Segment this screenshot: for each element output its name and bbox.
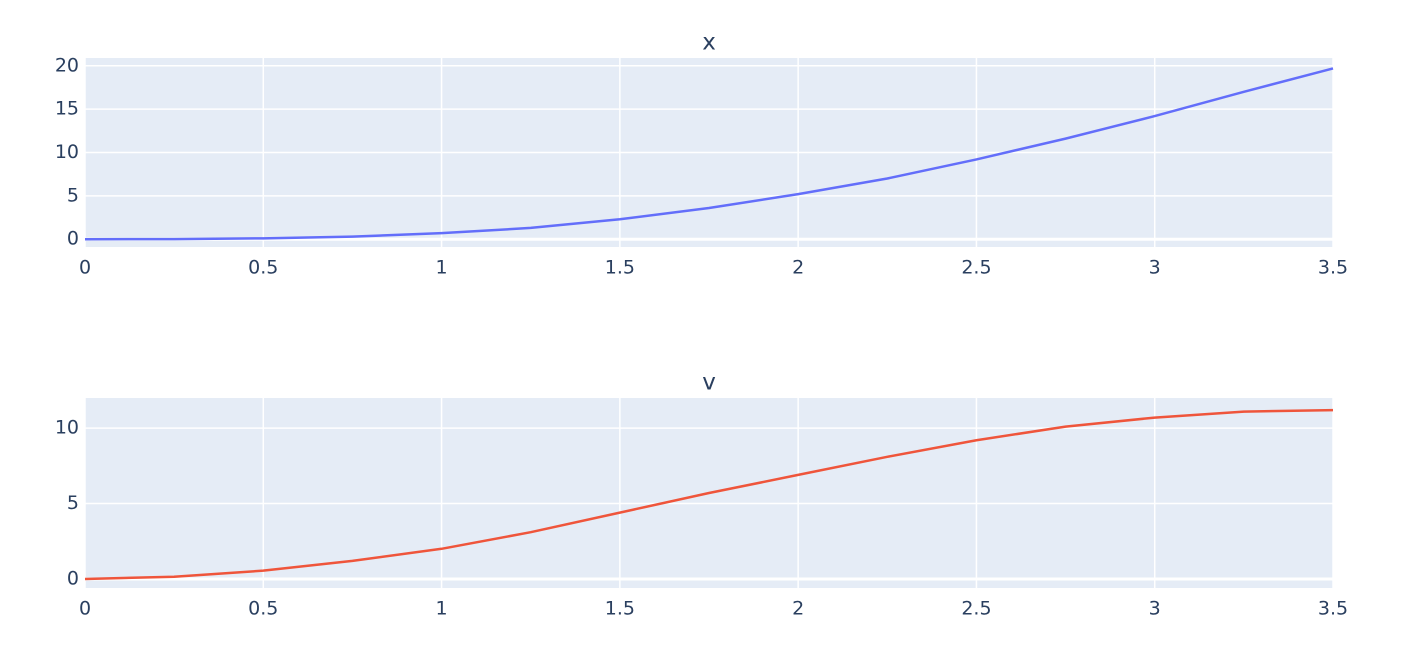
x-tick-label: 1: [436, 598, 448, 620]
x-tick-label: 0.5: [248, 257, 278, 279]
x-tick-label: 0: [79, 257, 91, 279]
y-tick-label: 10: [55, 417, 79, 439]
x-tick-label: 1.5: [605, 257, 635, 279]
y-tick-label: 5: [67, 492, 79, 514]
subplot-title: v: [702, 370, 716, 396]
x-tick-label: 0.5: [248, 598, 278, 620]
y-tick-label: 0: [67, 567, 79, 589]
y-tick-label: 5: [67, 184, 79, 206]
x-tick-label: 1.5: [605, 598, 635, 620]
line-series: [84, 67, 1334, 241]
x-tick-label: 3: [1149, 257, 1161, 279]
x-tick-label: 2: [792, 598, 804, 620]
y-tick-label: 0: [67, 228, 79, 250]
y-tick-label: 20: [55, 54, 79, 76]
x-tick-label: 2.5: [961, 598, 991, 620]
line-series: [84, 408, 1334, 581]
x-tick-label: 3.5: [1318, 598, 1348, 620]
x-tick-label: 2.5: [961, 257, 991, 279]
x-tick-label: 2: [792, 257, 804, 279]
x-tick-label: 3: [1149, 598, 1161, 620]
subplot-title: x: [702, 30, 716, 56]
y-tick-label: 10: [55, 141, 79, 163]
x-tick-label: 0: [79, 598, 91, 620]
y-tick-label: 15: [55, 98, 79, 120]
x-tick-label: 1: [436, 257, 448, 279]
x-tick-label: 3.5: [1318, 257, 1348, 279]
